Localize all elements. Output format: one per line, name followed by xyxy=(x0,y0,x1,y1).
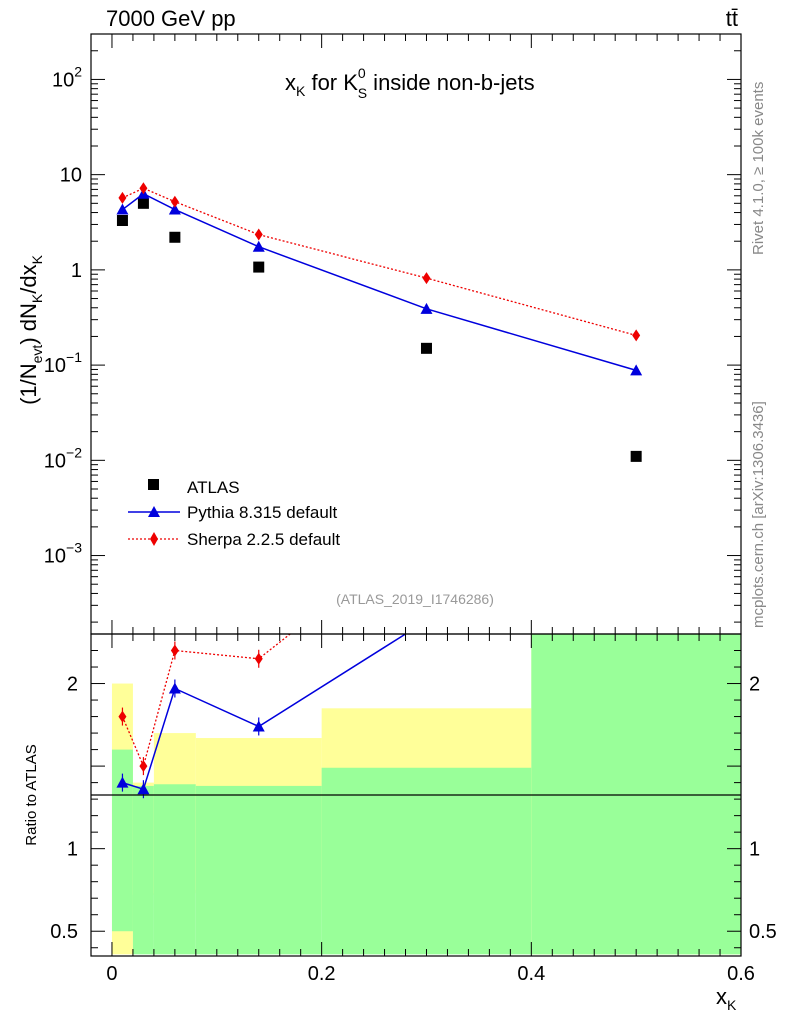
legend-label-atlas: ATLAS xyxy=(187,478,240,497)
data-point-sherpa-2-2-5-default xyxy=(632,329,641,342)
data-point-sherpa-2-2-5-default xyxy=(170,195,179,208)
ratio-bands xyxy=(111,634,741,955)
legend: ATLAS Pythia 8.315 default Sherpa 2.2.5 … xyxy=(128,478,340,549)
ratio-point-pythia-8-315-default xyxy=(137,783,150,795)
series-line-pythia-8-315-default xyxy=(122,192,637,372)
ratio-point-sherpa-2-2-5-default xyxy=(170,644,179,657)
ratio-y-tick-label-left: 0.5 xyxy=(50,921,78,943)
main-points xyxy=(116,182,643,462)
data-point-atlas xyxy=(169,231,181,243)
axes: 102 10 1 10−1 10−2 10−3 0 0.2 0.4 0.6 2 2 1 1 0.5 0.5 xyxy=(44,33,777,985)
ratio-ylabel: Ratio to ATLAS xyxy=(23,744,40,845)
plot-title: xK for K0 S inside non-b-jets xyxy=(285,65,535,101)
ratio-y-tick-label-right: 1 xyxy=(749,839,760,861)
mcplots-reference-text: mcplots.cern.ch [arXiv:1306.3436] xyxy=(750,401,767,628)
main-lines xyxy=(122,187,637,372)
y-tick-label: 10−1 xyxy=(44,349,82,377)
y-tick-label: 1 xyxy=(71,260,82,282)
y-tick-label: 10−3 xyxy=(44,540,82,568)
y-tick-label: 102 xyxy=(52,63,82,91)
uncertainty-band-green xyxy=(531,634,741,955)
data-point-atlas xyxy=(420,342,432,354)
title-sub-s: S xyxy=(358,85,367,101)
svg-text:Rivet 4.1.0, ≥ 100k events: Rivet 4.1.0, ≥ 100k events xyxy=(750,82,767,255)
svg-text:mcplots.cern.ch [arXiv:1306.34: mcplots.cern.ch [arXiv:1306.3436] xyxy=(750,401,767,628)
y-tick-label: 10 xyxy=(60,165,82,187)
data-point-sherpa-2-2-5-default xyxy=(422,272,431,285)
x-axis-label: xK xyxy=(716,984,737,1013)
analysis-annotation: (ATLAS_2019_I1746286) xyxy=(336,591,494,607)
title-x: x xyxy=(285,70,296,95)
data-point-sherpa-2-2-5-default xyxy=(139,182,148,195)
ratio-point-sherpa-2-2-5-default xyxy=(118,710,127,723)
ratio-point-pythia-8-315-default xyxy=(252,720,265,732)
data-point-pythia-8-315-default xyxy=(168,203,181,215)
x-tick-label: 0 xyxy=(106,963,117,985)
title-sub-k: K xyxy=(296,83,306,99)
title-for: for K xyxy=(305,70,358,95)
legend-marker-pythia xyxy=(148,506,160,517)
process-label: tt̄ xyxy=(726,6,738,31)
uncertainty-band-green xyxy=(321,767,532,955)
rivet-version-text: Rivet 4.1.0, ≥ 100k events xyxy=(750,82,767,255)
data-point-pythia-8-315-default xyxy=(420,302,433,314)
main-ylabel: (1/Nevt) dNK/dxK xyxy=(16,254,45,405)
data-point-pythia-8-315-default xyxy=(116,203,129,215)
uncertainty-band-green xyxy=(132,785,154,955)
ratio-y-tick-label-right: 2 xyxy=(749,674,760,696)
ratio-point-sherpa-2-2-5-default xyxy=(254,652,263,665)
x-tick-label: 0.6 xyxy=(727,963,755,985)
data-point-atlas xyxy=(116,215,128,227)
uncertainty-band-green xyxy=(195,785,322,955)
ratio-y-tick-label-right: 0.5 xyxy=(749,921,777,943)
x-tick-label: 0.4 xyxy=(517,963,545,985)
data-point-pythia-8-315-default xyxy=(252,240,265,252)
title-sup: 0 xyxy=(358,65,366,81)
legend-marker-sherpa xyxy=(150,532,158,546)
series-line-sherpa-2-2-5-default xyxy=(122,187,637,337)
data-point-pythia-8-315-default xyxy=(630,364,643,376)
ratio-point-sherpa-2-2-5-default xyxy=(139,760,148,773)
uncertainty-band-green xyxy=(153,784,196,955)
data-point-sherpa-2-2-5-default xyxy=(254,228,263,241)
svg-text:Ratio to ATLAS: Ratio to ATLAS xyxy=(23,744,40,845)
svg-text:(1/Nevt) dNK/dxK: (1/Nevt) dNK/dxK xyxy=(16,254,45,405)
x-tick-label: 0.2 xyxy=(308,963,336,985)
data-point-atlas xyxy=(253,261,265,273)
ratio-y-tick-label-left: 1 xyxy=(67,839,78,861)
title-rest: inside non-b-jets xyxy=(367,70,535,95)
ratio-point-pythia-8-315-default xyxy=(168,682,181,694)
energy-label: 7000 GeV pp xyxy=(106,6,236,31)
legend-label-sherpa: Sherpa 2.2.5 default xyxy=(187,530,340,549)
y-tick-label: 10−2 xyxy=(44,444,82,472)
ratio-y-tick-label-left: 2 xyxy=(67,674,78,696)
ratio-point-pythia-8-315-default xyxy=(116,776,129,788)
data-point-atlas xyxy=(137,197,149,209)
data-point-sherpa-2-2-5-default xyxy=(118,191,127,204)
data-point-atlas xyxy=(630,450,642,462)
legend-label-pythia: Pythia 8.315 default xyxy=(187,503,338,522)
legend-marker-atlas xyxy=(148,479,159,490)
